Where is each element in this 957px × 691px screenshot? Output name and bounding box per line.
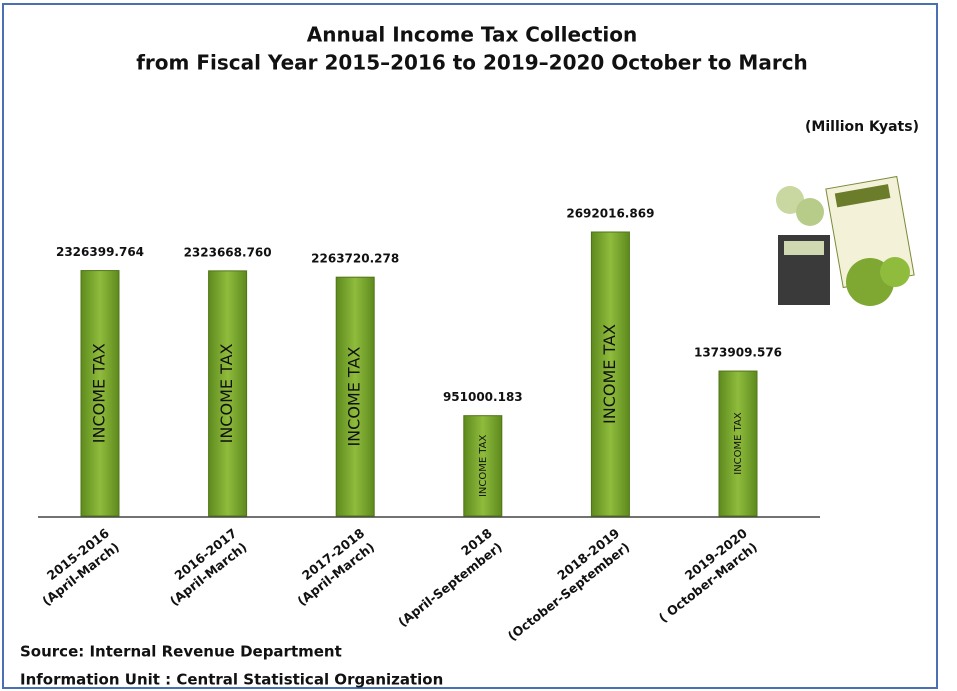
bar: [335, 276, 375, 517]
value-label: 2323668.760: [184, 245, 272, 259]
chart-subtitle: from Fiscal Year 2015–2016 to 2019–2020 …: [136, 51, 808, 75]
bar-text: INCOME TAX: [217, 343, 236, 443]
source: Information Unit : Central Statistical O…: [20, 671, 443, 689]
unit-label: (Million Kyats): [805, 119, 919, 135]
chart-title: Annual Income Tax Collection: [307, 23, 638, 47]
bar: [590, 231, 630, 517]
value-label: 2263720.278: [311, 252, 399, 266]
frame: [2, 3, 938, 689]
bar: [208, 270, 248, 517]
bar-text: INCOME TAX: [90, 343, 109, 443]
bar: [80, 270, 120, 517]
value-label: 951000.183: [443, 390, 523, 404]
source: Source: Internal Revenue Department: [20, 643, 342, 661]
bar-text: INCOME TAX: [478, 434, 489, 497]
bar: [718, 370, 758, 517]
value-label: 1373909.576: [694, 346, 782, 360]
bar-text: INCOME TAX: [733, 412, 744, 475]
value-label: 2326399.764: [56, 245, 144, 259]
bar: [463, 415, 503, 517]
bar-text: INCOME TAX: [600, 324, 619, 424]
tax-icon: [776, 175, 915, 306]
value-label: 2692016.869: [566, 207, 654, 221]
bar-text: INCOME TAX: [345, 347, 364, 447]
